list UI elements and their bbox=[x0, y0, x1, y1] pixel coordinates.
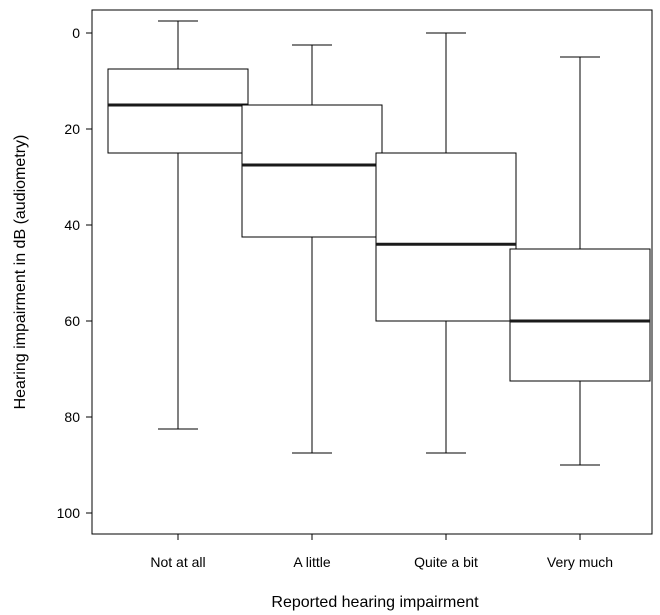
box-group bbox=[509, 56, 651, 466]
box-group bbox=[375, 32, 517, 454]
y-tick-label: 40 bbox=[64, 217, 80, 233]
y-tick-label: 80 bbox=[64, 409, 80, 425]
y-axis-title: Hearing impairment in dB (audiometry) bbox=[12, 135, 29, 410]
x-tick-label: Very much bbox=[547, 554, 613, 570]
y-axis: 0 20 40 60 80 100 bbox=[57, 25, 92, 521]
y-tick-label: 60 bbox=[64, 313, 80, 329]
x-axis: Not at all A little Quite a bit Very much bbox=[150, 534, 613, 570]
iqr-box bbox=[375, 152, 517, 322]
box-group bbox=[107, 20, 249, 430]
box-group bbox=[241, 44, 383, 454]
y-tick-label: 20 bbox=[64, 121, 80, 137]
x-tick-label: Not at all bbox=[150, 554, 205, 570]
x-tick-label: Quite a bit bbox=[414, 554, 478, 570]
iqr-box bbox=[107, 68, 249, 154]
y-tick-label: 100 bbox=[57, 505, 81, 521]
x-axis-title: Reported hearing impairment bbox=[271, 594, 479, 611]
y-tick-label: 0 bbox=[72, 25, 80, 41]
x-tick-label: A little bbox=[293, 554, 331, 570]
plot-frame bbox=[91, 9, 653, 535]
boxes bbox=[107, 20, 651, 466]
iqr-box bbox=[509, 248, 651, 382]
iqr-box bbox=[241, 104, 383, 238]
